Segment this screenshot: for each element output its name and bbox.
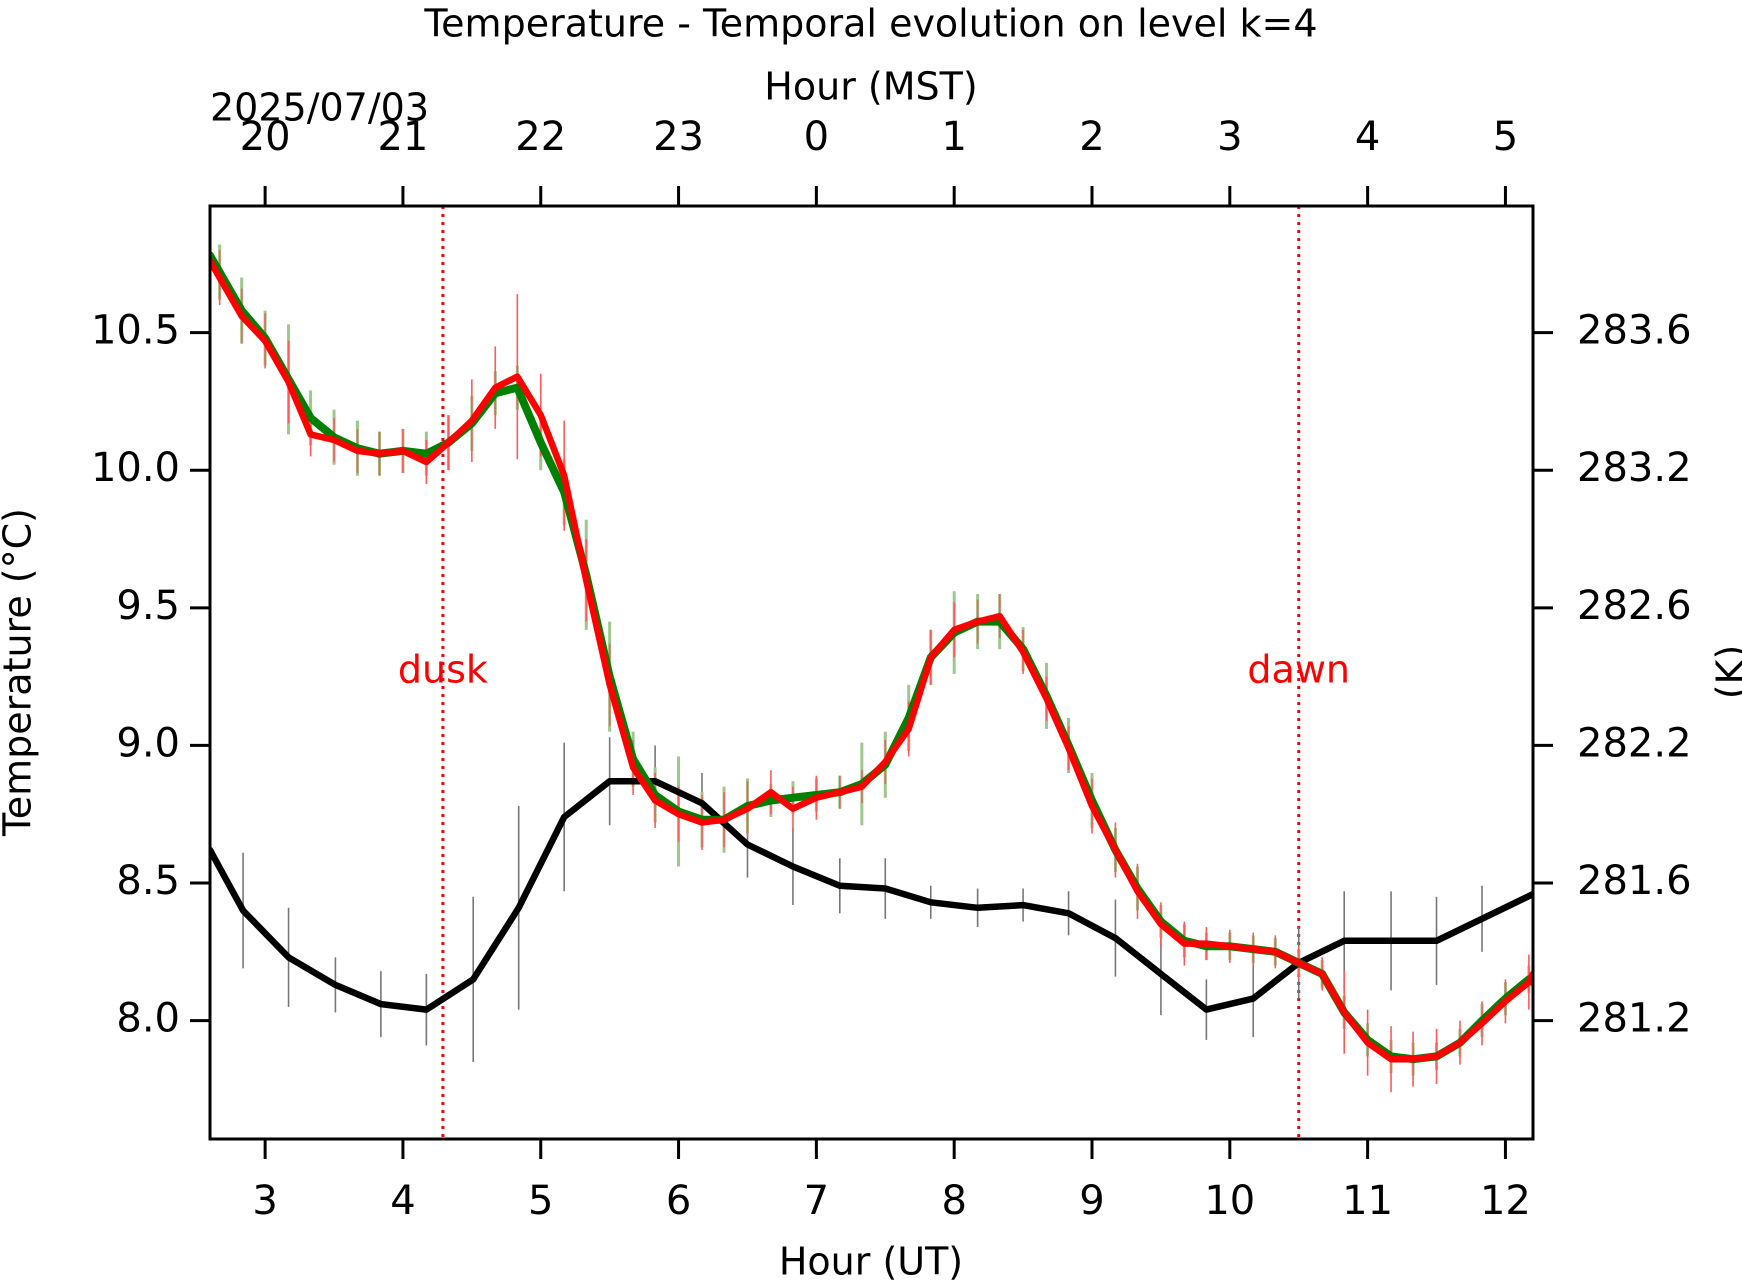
- x-tick-label: 11: [1342, 1178, 1393, 1224]
- y-tick-label: 9.0: [116, 720, 180, 766]
- x2-tick-label: 3: [1217, 114, 1242, 160]
- y2-tick-label: 282.6: [1577, 583, 1692, 629]
- x-tick-label: 5: [528, 1178, 553, 1224]
- series-line: [210, 257, 1533, 1063]
- y2-tick-label: 283.6: [1577, 308, 1692, 354]
- plot-frame: [208, 204, 1535, 1141]
- x2-tick-label: 20: [240, 114, 291, 160]
- x-tick-label: 12: [1480, 1178, 1531, 1224]
- y-tick-label: 9.5: [116, 583, 180, 629]
- y-tick-label: 10.0: [91, 445, 180, 491]
- x-tick-label: 7: [804, 1178, 829, 1224]
- x-tick-label: 6: [666, 1178, 691, 1224]
- x2-tick-label: 22: [515, 114, 566, 160]
- y2-axis-label: (K): [1709, 645, 1742, 700]
- x2-tick-label: 4: [1355, 114, 1380, 160]
- x2-axis-label: Hour (MST): [764, 65, 977, 109]
- date-label: 2025/07/03: [210, 86, 429, 130]
- x-tick-label: 4: [390, 1178, 415, 1224]
- x2-tick-label: 21: [377, 114, 428, 160]
- y-axis-label: Temperature (°C): [0, 508, 40, 837]
- x-tick-label: 10: [1204, 1178, 1255, 1224]
- x2-tick-label: 1: [941, 114, 966, 160]
- y2-tick-label: 281.2: [1577, 996, 1692, 1042]
- chart-title: Temperature - Temporal evolution on leve…: [423, 2, 1317, 46]
- y2-tick-label: 281.6: [1577, 858, 1692, 904]
- x-tick-label: 3: [252, 1178, 277, 1224]
- y-tick-label: 8.5: [116, 858, 180, 904]
- x-tick-label: 9: [1079, 1178, 1104, 1224]
- x-tick-label: 8: [941, 1178, 966, 1224]
- x-axis-label: Hour (UT): [779, 1240, 963, 1282]
- x2-tick-label: 0: [804, 114, 829, 160]
- annotation: dawn: [1247, 648, 1350, 692]
- x2-tick-label: 2: [1079, 114, 1104, 160]
- annotation: dusk: [398, 648, 488, 692]
- y2-tick-label: 283.2: [1577, 445, 1692, 491]
- x2-tick-label: 5: [1493, 114, 1518, 160]
- series-line: [210, 777, 1533, 1013]
- y-tick-label: 10.5: [91, 308, 180, 354]
- y-tick-label: 8.0: [116, 996, 180, 1042]
- y2-tick-label: 282.2: [1577, 720, 1692, 766]
- x2-tick-label: 23: [653, 114, 704, 160]
